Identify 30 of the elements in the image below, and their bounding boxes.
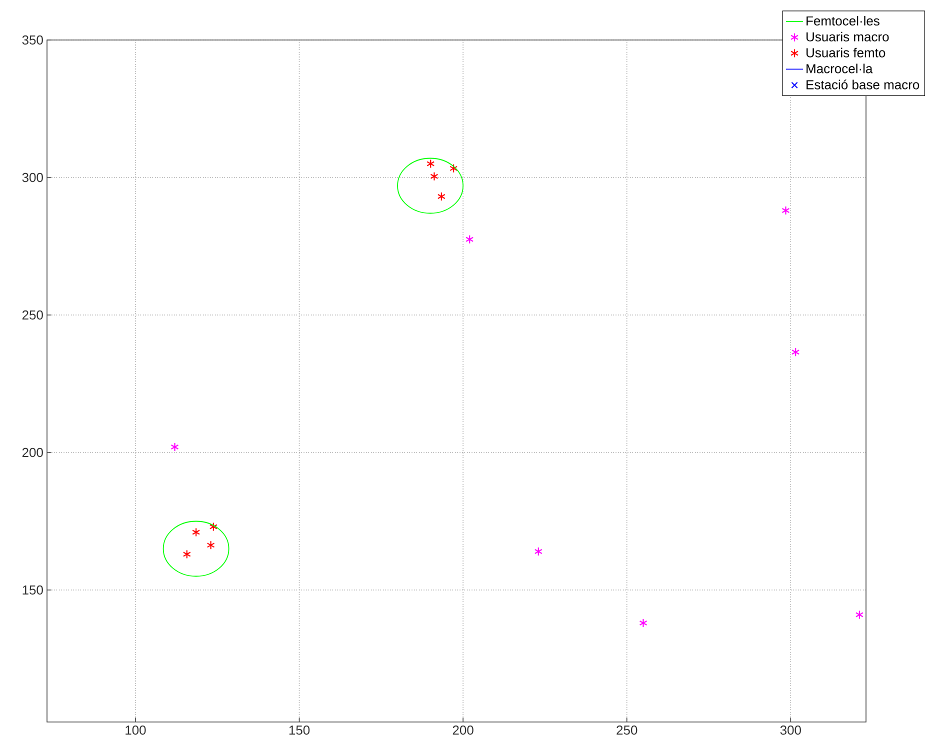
x-tick-label: 100 — [126, 726, 146, 735]
point — [782, 206, 790, 216]
point — [855, 610, 864, 620]
y-tick-label: 250 — [22, 310, 43, 320]
point — [206, 540, 215, 550]
y-tick-label: 200 — [22, 448, 43, 458]
point — [792, 348, 800, 357]
point — [209, 522, 218, 532]
legend-label: Usuaris femto — [806, 48, 886, 58]
legend-label: Femtocel·les — [806, 16, 880, 26]
point — [430, 172, 438, 181]
point — [182, 550, 191, 559]
point — [534, 546, 542, 556]
legend-label: Macrocel·la — [806, 64, 873, 74]
point — [639, 618, 648, 628]
point — [426, 159, 435, 168]
point — [450, 164, 458, 173]
legend-label: Estació base macro — [806, 80, 920, 90]
y-tick-label: 150 — [22, 585, 43, 595]
y-tick-label: 300 — [22, 172, 43, 182]
x-tick-label: 200 — [452, 726, 474, 735]
point — [437, 192, 446, 202]
x-tick-label: 250 — [616, 726, 638, 735]
point — [466, 234, 474, 244]
legend-label: Usuaris macro — [806, 32, 889, 42]
x-tick-label: 150 — [289, 726, 310, 735]
point — [192, 528, 200, 537]
point — [170, 442, 179, 452]
x-tick-label: 300 — [780, 726, 801, 735]
y-tick-label: 350 — [22, 35, 43, 45]
